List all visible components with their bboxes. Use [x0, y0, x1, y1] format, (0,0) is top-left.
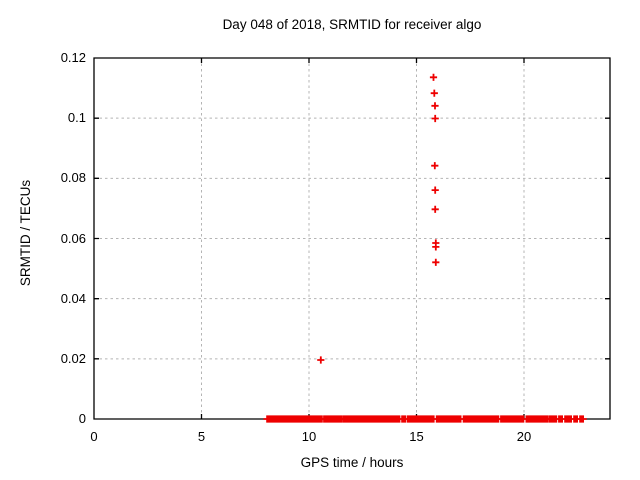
y-tick-label: 0.02	[60, 350, 86, 366]
scatter-markers	[263, 73, 587, 423]
x-tick-label: 20	[516, 429, 532, 444]
x-axis-label: GPS time / hours	[300, 455, 404, 470]
y-tick-label: 0.1	[67, 110, 86, 126]
y-tick-label: 0.08	[60, 170, 86, 186]
y-tick-label: 0.06	[60, 230, 86, 246]
y-tick-label: 0.12	[60, 50, 86, 65]
x-tick-label: 5	[197, 429, 206, 444]
chart-title: Day 048 of 2018, SRMTID for receiver alg…	[222, 17, 482, 32]
y-tick-label: 0	[78, 411, 86, 426]
grid-lines	[94, 58, 610, 419]
x-tick-label: 10	[301, 429, 317, 444]
y-tick-label: 0.04	[60, 290, 86, 306]
x-tick-label: 15	[409, 429, 424, 444]
x-tick-label: 0	[90, 429, 98, 444]
